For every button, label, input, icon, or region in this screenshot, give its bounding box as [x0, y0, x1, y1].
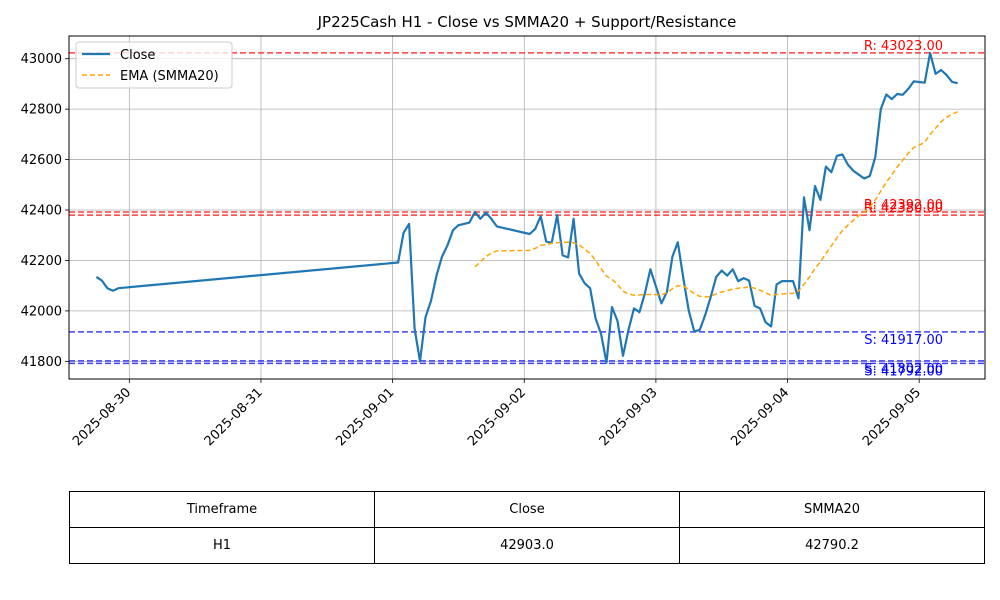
header-smma20: SMMA20 — [679, 491, 985, 528]
support-resistance-levels: R: 43023.00 R: 42392.00R: 42380.00 S: 4191… — [69, 39, 985, 379]
resistance-label: R: 43023.00 — [864, 39, 943, 54]
table-row: H1 42903.0 42790.2 — [69, 527, 985, 564]
x-tick-label: 2025-09-04 — [728, 385, 792, 449]
x-axis: 2025-08-30 2025-08-31 2025-09-01 2025-09-02… — [70, 379, 924, 449]
cell-smma20: 42790.2 — [679, 527, 985, 564]
close-series-line — [95, 51, 958, 364]
x-tick-label: 2025-08-31 — [202, 385, 266, 449]
legend: Close EMA (SMMA20) — [75, 41, 233, 89]
summary-table: Timeframe Close SMMA20 H1 42903.0 42790.… — [69, 491, 985, 564]
header-close: Close — [374, 491, 680, 528]
y-tick-label: 42200 — [21, 254, 62, 269]
y-tick-label: 42800 — [21, 103, 62, 118]
price-chart: JP225Cash H1 - Close vs SMMA20 + Support… — [21, 13, 986, 449]
y-tick-label: 42600 — [21, 153, 62, 168]
resistance-label: R: 42392.00 — [864, 198, 943, 213]
x-tick-label: 2025-09-02 — [465, 385, 529, 449]
y-axis: 41800 42000 42200 42400 42600 42800 43000 — [21, 52, 69, 370]
support-label: S: 41917.00 — [864, 333, 943, 348]
legend-box — [75, 41, 233, 89]
table-header-row: Timeframe Close SMMA20 — [69, 491, 985, 528]
y-tick-label: 42400 — [21, 204, 62, 219]
y-tick-label: 42000 — [21, 304, 62, 319]
grid-lines — [69, 36, 985, 379]
x-tick-label: 2025-09-03 — [597, 385, 661, 449]
y-tick-label: 41800 — [21, 355, 62, 370]
legend-label: Close — [120, 48, 155, 63]
y-tick-label: 43000 — [21, 52, 62, 67]
x-tick-label: 2025-09-05 — [860, 385, 924, 449]
x-tick-label: 2025-08-30 — [70, 385, 134, 449]
resistance-label: R: 42380.00 — [864, 201, 943, 216]
chart-title: JP225Cash H1 - Close vs SMMA20 + Support… — [317, 13, 737, 31]
cell-close: 42903.0 — [374, 527, 680, 564]
plot-frame — [68, 35, 986, 380]
smma20-series-line — [474, 111, 958, 298]
support-label: S: 41792.00 — [864, 364, 943, 379]
series-lines — [95, 51, 958, 364]
cell-timeframe: H1 — [69, 527, 375, 564]
header-timeframe: Timeframe — [69, 491, 375, 528]
legend-label: EMA (SMMA20) — [120, 69, 219, 84]
x-tick-label: 2025-09-01 — [333, 385, 397, 449]
support-label: S: 41802.00 — [864, 362, 943, 377]
